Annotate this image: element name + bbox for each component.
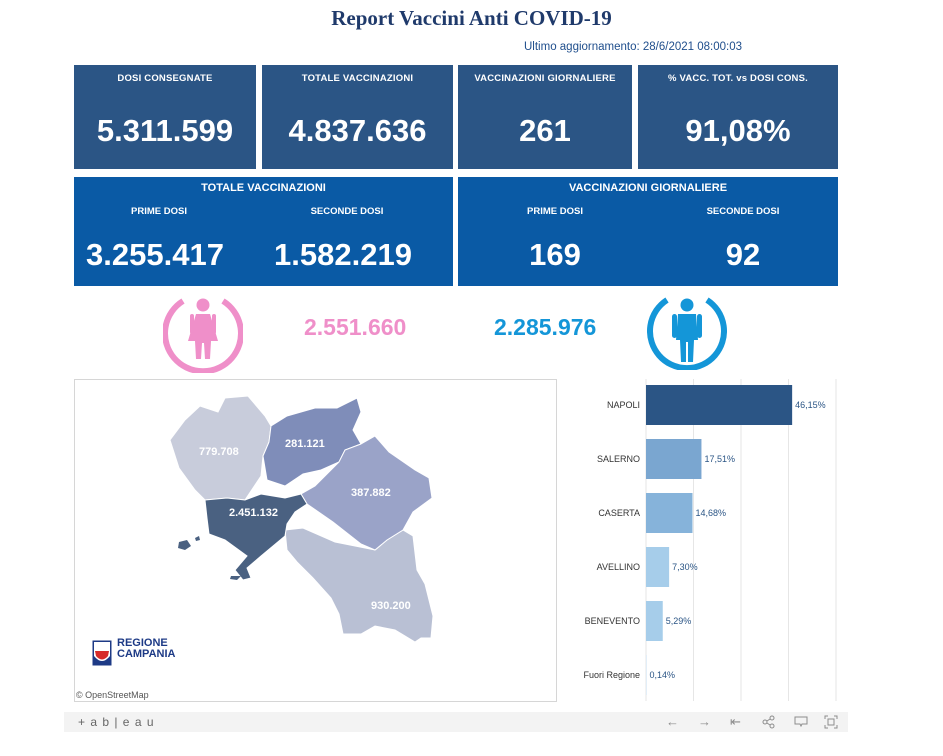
bar-category-label: CASERTA bbox=[598, 508, 640, 518]
logo-line2: CAMPANIA bbox=[117, 648, 176, 660]
map-label-napoli: 2.451.132 bbox=[229, 507, 278, 519]
page-title: Report Vaccini Anti COVID-19 bbox=[331, 6, 612, 30]
prime-dosi-value: 3.255.417 bbox=[86, 237, 224, 272]
bar-caserta[interactable] bbox=[646, 493, 693, 533]
revert-icon[interactable]: ⇤ bbox=[730, 714, 741, 729]
bar-value-label: 7,30% bbox=[672, 562, 698, 572]
card-vaccinazioni-giornaliere: VACCINAZIONI GIORNALIERE 261 bbox=[458, 65, 632, 169]
fullscreen-icon[interactable] bbox=[824, 715, 838, 729]
card-value: 5.311.599 bbox=[96, 113, 234, 148]
bar-value-label: 46,15% bbox=[795, 400, 826, 410]
share-icon[interactable] bbox=[762, 715, 776, 729]
campania-map[interactable]: 779.708 281.121 387.882 2.451.132 930.20… bbox=[74, 379, 557, 702]
card-header: VACCINAZIONI GIORNALIERE bbox=[568, 182, 728, 194]
procida-island bbox=[195, 536, 200, 541]
bar-category-label: NAPOLI bbox=[607, 400, 640, 410]
card-value: 261 bbox=[519, 113, 571, 148]
bar-category-label: BENEVENTO bbox=[585, 616, 640, 626]
bar-benevento[interactable] bbox=[646, 601, 663, 641]
bar-value-label: 17,51% bbox=[704, 454, 735, 464]
undo-icon[interactable]: ← bbox=[666, 714, 679, 729]
avellino-region bbox=[300, 435, 433, 551]
female-vaccinations: 2.551.660 bbox=[304, 314, 407, 340]
bar-napoli[interactable] bbox=[646, 385, 793, 425]
seconde-dosi-value: 1.582.219 bbox=[274, 237, 412, 272]
ischia-island bbox=[178, 540, 191, 550]
map-label-caserta: 779.708 bbox=[199, 446, 239, 458]
seconde-dosi-label: SECONDE DOSI bbox=[310, 206, 384, 217]
download-icon[interactable] bbox=[794, 715, 808, 729]
card-giornaliere-dosi: VACCINAZIONI GIORNALIERE PRIME DOSI SECO… bbox=[458, 177, 838, 286]
napoli-region bbox=[204, 493, 308, 581]
card-label: DOSI CONSEGNATE bbox=[117, 73, 213, 84]
capri-island bbox=[230, 576, 241, 580]
card-totale-vaccinazioni: TOTALE VACCINAZIONI 4.837.636 bbox=[262, 65, 453, 169]
logo-line1: REGIONE bbox=[117, 637, 168, 649]
male-vaccinations: 2.285.976 bbox=[494, 314, 597, 340]
card-value: 4.837.636 bbox=[288, 113, 427, 148]
map-label-avellino: 387.882 bbox=[351, 487, 391, 499]
tableau-brand[interactable]: + a b | e a u bbox=[78, 715, 155, 729]
regione-campania-logo: REGIONE CAMPANIA bbox=[91, 638, 211, 670]
card-percent-vacc: % VACC. TOT. vs DOSI CONS. 91,08% bbox=[638, 65, 838, 169]
prime-dosi-label: PRIME DOSI bbox=[131, 206, 187, 217]
last-updated: Ultimo aggiornamento: 28/6/2021 08:00:03 bbox=[524, 41, 743, 53]
map-attribution[interactable]: © OpenStreetMap bbox=[76, 690, 149, 700]
map-label-salerno: 930.200 bbox=[371, 600, 411, 612]
salerno-region bbox=[284, 527, 434, 643]
tableau-toolbar: + a b | e a u ← → ⇤ bbox=[64, 712, 848, 732]
card-header: TOTALE VACCINAZIONI bbox=[201, 182, 326, 194]
bar-category-label: SALERNO bbox=[597, 454, 640, 464]
seconde-dosi-value: 92 bbox=[725, 237, 761, 272]
map-canvas bbox=[169, 395, 434, 643]
card-label: VACCINAZIONI GIORNALIERE bbox=[474, 73, 616, 84]
bar-category-label: AVELLINO bbox=[597, 562, 640, 572]
province-bar-chart: NAPOLI 46,15% SALERNO 17,51% CASERTA 14,68% AV… bbox=[583, 379, 837, 701]
bar-value-label: 0,14% bbox=[649, 670, 675, 680]
seconde-dosi-label: SECONDE DOSI bbox=[706, 206, 780, 217]
card-value: 91,08% bbox=[685, 113, 791, 148]
card-dosi-consegnate: DOSI CONSEGNATE 5.311.599 bbox=[74, 65, 256, 169]
prime-dosi-value: 169 bbox=[529, 237, 581, 272]
redo-icon[interactable]: → bbox=[698, 714, 711, 729]
map-label-benevento: 281.121 bbox=[285, 438, 325, 450]
male-icon bbox=[647, 297, 727, 370]
bar-category-label: Fuori Regione bbox=[583, 670, 640, 680]
regione-shield-icon bbox=[91, 639, 113, 667]
card-totale-dosi: TOTALE VACCINAZIONI PRIME DOSI SECONDE D… bbox=[74, 177, 453, 286]
female-icon bbox=[163, 298, 243, 373]
prime-dosi-label: PRIME DOSI bbox=[527, 206, 583, 217]
bar-fuori-regione[interactable] bbox=[646, 655, 647, 695]
card-label: % VACC. TOT. vs DOSI CONS. bbox=[668, 73, 808, 84]
bar-salerno[interactable] bbox=[646, 439, 702, 479]
bar-avellino[interactable] bbox=[646, 547, 670, 587]
bar-value-label: 14,68% bbox=[695, 508, 726, 518]
card-label: TOTALE VACCINAZIONI bbox=[301, 73, 414, 84]
bar-value-label: 5,29% bbox=[666, 616, 692, 626]
